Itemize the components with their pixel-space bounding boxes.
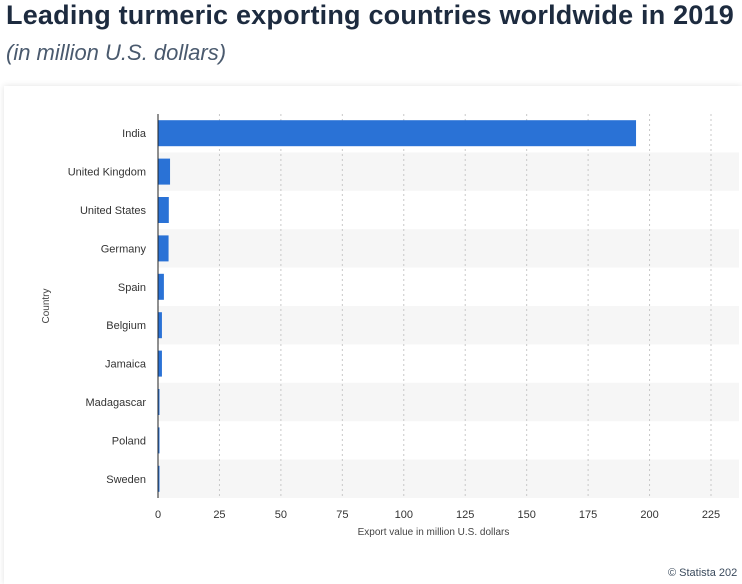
statista-credit: © Statista 202 [668,567,738,579]
bar [158,273,164,300]
x-tick-label: 25 [213,509,225,521]
x-axis-label: Export value in million U.S. dollars [358,527,510,538]
bar [158,389,160,415]
row-band [158,152,739,191]
category-label: Poland [112,435,146,447]
bar [158,465,160,492]
x-tick-label: 150 [517,509,535,521]
chart-title: Leading turmeric exporting countries wor… [6,0,734,30]
category-label: Madagascar [85,397,146,409]
category-label: Jamaica [105,359,147,371]
row-band [158,382,739,422]
row-band [158,306,739,345]
category-label: United States [80,205,147,217]
bar [158,427,160,454]
category-label: Spain [118,282,146,294]
bar [158,235,169,262]
x-tick-label: 75 [336,509,348,521]
bar [158,158,171,185]
category-label: United Kingdom [68,167,146,179]
category-label: India [122,128,147,140]
x-tick-label: 100 [395,509,413,521]
row-band [158,229,739,268]
x-tick-label: 125 [456,509,474,521]
x-tick-label: 225 [702,509,720,521]
bar [158,197,169,223]
bars [158,120,637,492]
row-band [158,459,739,498]
bar [158,120,637,147]
row-bands [158,152,739,498]
bar [158,312,162,339]
grid-lines [218,114,712,498]
category-label: Belgium [106,320,146,332]
category-label: Germany [101,243,147,255]
category-labels: India United Kingdom United States Germany S… [68,128,147,486]
tick-labels: 0 25 50 75 100 125 150 175 200 225 [155,509,720,521]
y-axis-label: Country [41,288,52,323]
bar [158,350,162,377]
x-tick-label: 200 [640,509,658,521]
category-label: Sweden [106,474,146,486]
x-tick-label: 175 [579,509,597,521]
chart-subtitle: (in million U.S. dollars) [6,40,227,65]
x-tick-label: 0 [155,509,161,521]
x-tick-label: 50 [275,509,287,521]
